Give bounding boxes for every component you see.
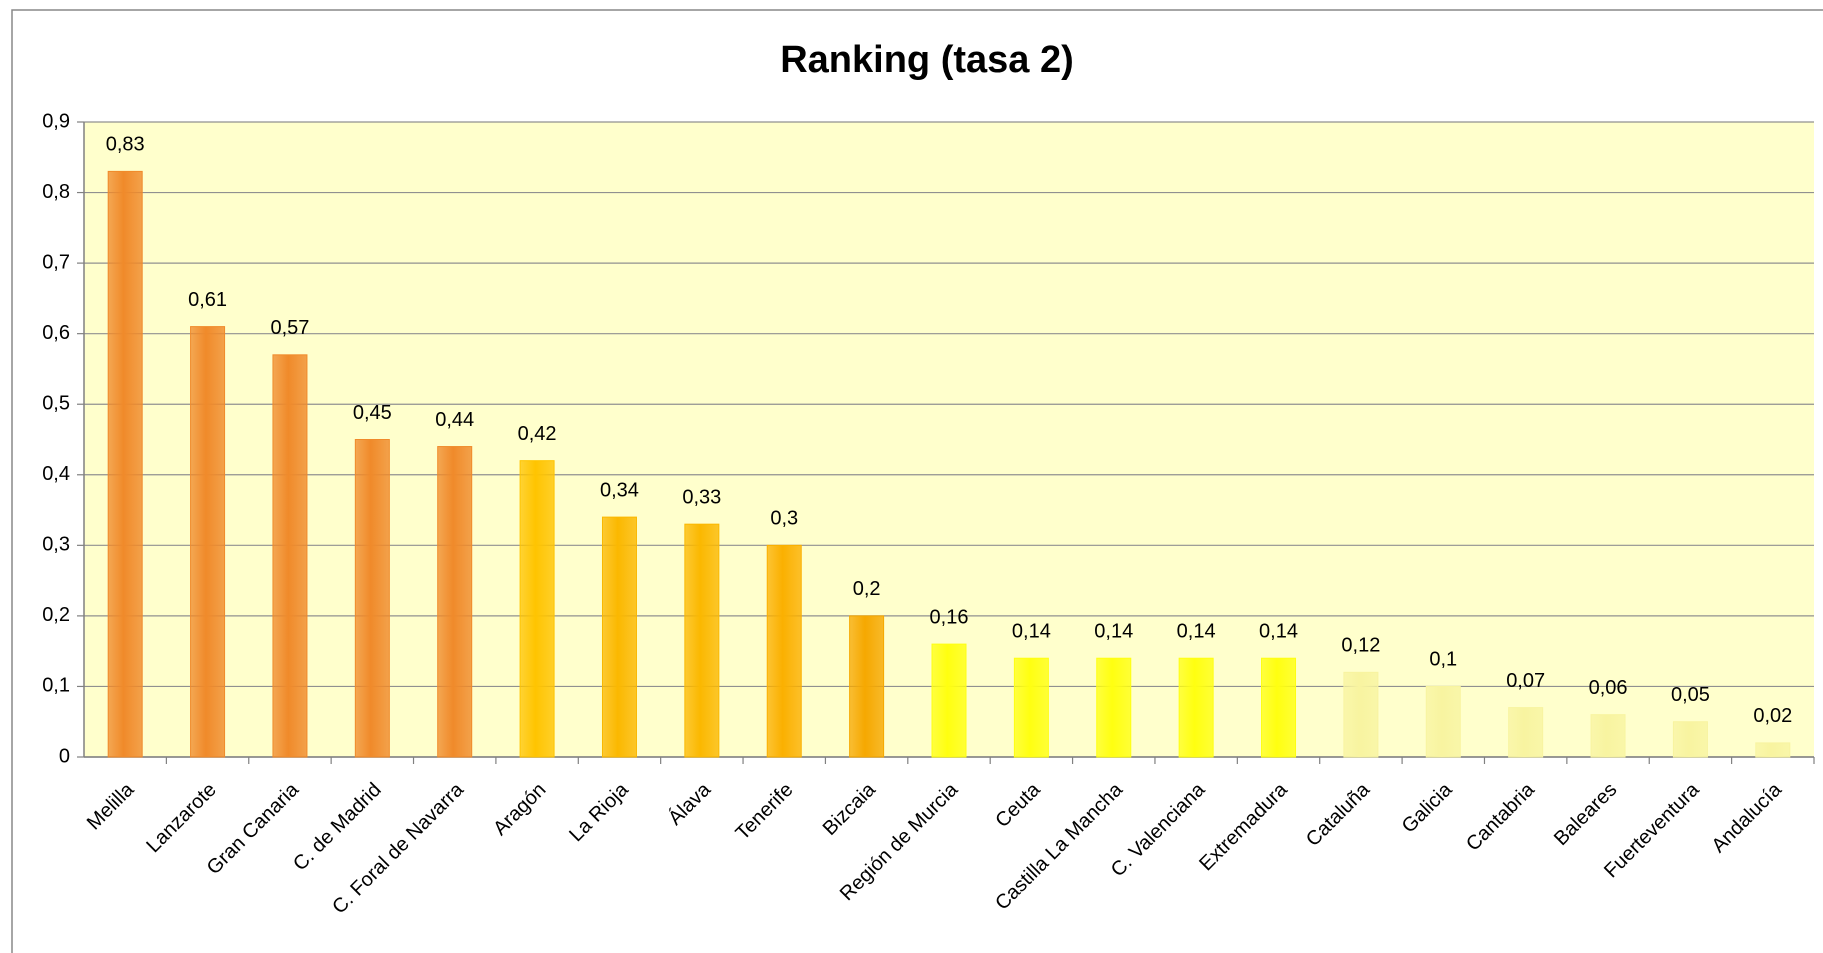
data-label: 0,14 [1177, 621, 1216, 643]
data-label: 0,42 [518, 423, 557, 445]
y-tick-label: 0,1 [42, 675, 70, 697]
bar [1508, 707, 1544, 758]
data-label: 0,45 [353, 402, 392, 424]
y-tick-label: 0,6 [42, 322, 70, 344]
bar [1755, 742, 1791, 758]
data-label: 0,07 [1506, 670, 1545, 692]
y-tick-label: 0,9 [42, 110, 70, 132]
bar [766, 544, 802, 758]
data-label: 0,61 [188, 289, 227, 311]
data-label: 0,12 [1341, 635, 1380, 657]
data-label: 0,14 [1012, 621, 1051, 643]
data-label: 0,83 [106, 134, 145, 156]
y-tick-label: 0,4 [42, 463, 70, 485]
data-label: 0,14 [1259, 621, 1298, 643]
data-label: 0,33 [682, 486, 721, 508]
data-label: 0,3 [770, 508, 798, 530]
bar [1013, 657, 1049, 758]
bar [849, 615, 885, 758]
data-label: 0,02 [1753, 705, 1792, 727]
bar [519, 460, 555, 758]
data-label: 0,2 [853, 578, 881, 600]
data-label: 0,44 [435, 409, 474, 431]
bar [437, 446, 473, 758]
y-tick-label: 0,2 [42, 604, 70, 626]
bar [1425, 685, 1461, 758]
y-tick-label: 0,8 [42, 181, 70, 203]
data-label: 0,34 [600, 479, 639, 501]
data-label: 0,05 [1671, 684, 1710, 706]
y-tick-label: 0,5 [42, 393, 70, 415]
data-label: 0,57 [270, 317, 309, 339]
bar [1096, 657, 1132, 758]
bar [1178, 657, 1214, 758]
y-tick-label: 0,3 [42, 534, 70, 556]
data-label: 0,16 [930, 606, 969, 628]
y-tick-label: 0,7 [42, 251, 70, 273]
chart-title: Ranking (tasa 2) [780, 39, 1074, 81]
bar [190, 326, 226, 758]
y-tick-label: 0 [59, 745, 70, 767]
bar [601, 516, 637, 758]
bar [931, 643, 967, 758]
bar [684, 523, 720, 758]
bar [1261, 657, 1297, 758]
bar [107, 170, 143, 758]
bar [1672, 721, 1708, 758]
data-label: 0,06 [1589, 677, 1628, 699]
data-label: 0,1 [1429, 649, 1457, 671]
bar [1590, 714, 1626, 758]
bar [354, 439, 390, 758]
bar [272, 354, 308, 758]
bar [1343, 671, 1379, 758]
data-label: 0,14 [1094, 621, 1133, 643]
